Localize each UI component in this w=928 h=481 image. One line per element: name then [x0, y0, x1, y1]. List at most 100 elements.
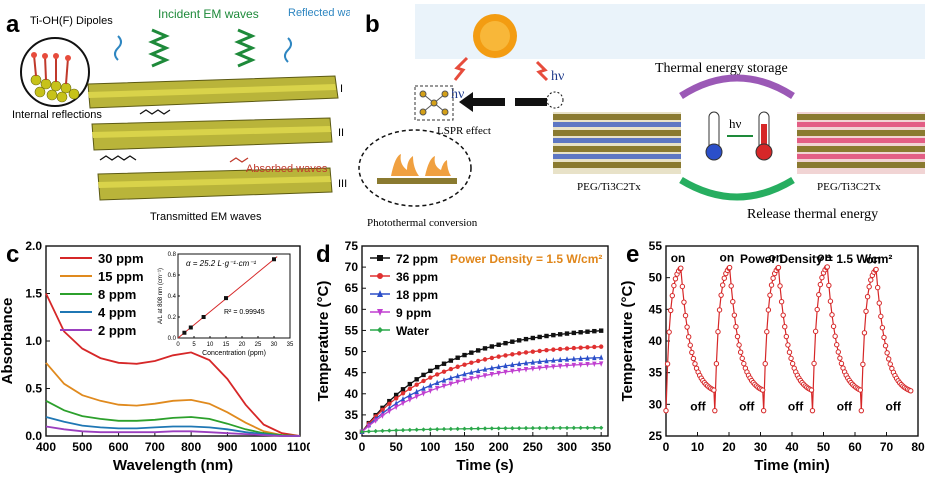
x-tick-label: 700: [145, 440, 165, 454]
data-point: [578, 425, 583, 431]
data-point: [663, 407, 669, 414]
data-point: [475, 358, 481, 364]
data-point: [482, 357, 488, 362]
y-tick-label: 65: [345, 281, 359, 295]
data-point: [571, 362, 577, 369]
data-point: [414, 394, 419, 400]
zoom-circle-b: [546, 91, 564, 109]
hv-label-3: hν: [729, 116, 742, 131]
data-point: [496, 363, 501, 370]
photothermal-label: Photothermal conversion: [367, 217, 478, 229]
data-point: [585, 355, 590, 361]
data-point: [475, 348, 481, 353]
data-point: [462, 377, 467, 384]
data-point: [380, 413, 385, 419]
data-point: [530, 425, 536, 431]
data-point: [510, 361, 515, 368]
incident-label: Incident EM waves: [158, 7, 259, 21]
data-point: [496, 354, 501, 359]
data-point: [516, 338, 522, 343]
x-tick-label: 60: [848, 440, 862, 454]
mxene-layer-3: [97, 167, 333, 201]
data-point: [380, 407, 385, 413]
y-tick-label: 25: [649, 429, 663, 443]
data-point: [592, 361, 597, 368]
data-point: [578, 330, 583, 335]
data-point: [881, 334, 887, 341]
data-point: [864, 293, 871, 300]
x-tick-label: 10: [691, 440, 705, 454]
data-point: [728, 283, 734, 289]
data-point: [557, 425, 563, 431]
data-point: [544, 425, 549, 431]
inset-y-tick-label: 0.8: [168, 252, 177, 258]
inset-y-label: A/L at 808 nm (cm⁻¹): [158, 268, 164, 324]
y-tick-label: 30: [345, 429, 359, 443]
inset-point: [224, 296, 228, 301]
data-point: [863, 308, 869, 315]
x-tick-label: 1000: [250, 440, 277, 454]
data-point: [874, 284, 881, 291]
series-line-4-ppm: [45, 416, 300, 437]
composite-left-label: PEG/Ti3C2Tx: [577, 181, 641, 193]
data-point: [730, 298, 736, 305]
legend-marker: [377, 290, 383, 297]
data-point: [684, 324, 690, 330]
legend-marker: [377, 309, 383, 316]
data-point: [765, 307, 772, 313]
data-point: [585, 329, 590, 334]
data-point: [557, 346, 563, 352]
x-tick-label: 350: [591, 440, 611, 454]
legend-marker: [377, 255, 383, 261]
data-point: [530, 349, 536, 354]
y-tick-label: 1.0: [25, 334, 42, 348]
y-tick-label: 45: [345, 366, 359, 380]
data-point: [400, 400, 406, 407]
data-point: [455, 379, 460, 385]
y-tick-label: 60: [345, 302, 359, 316]
panel-letter-a: a: [6, 11, 20, 38]
series-markers-Water: [359, 425, 604, 434]
release-label: Release thermal energy: [747, 207, 878, 222]
data-point: [816, 291, 822, 298]
data-point: [733, 323, 739, 330]
on-label: on: [817, 250, 832, 264]
data-point: [734, 333, 741, 340]
data-point: [434, 385, 440, 392]
data-point: [537, 425, 542, 431]
data-point: [598, 344, 604, 349]
reflected-label: Reflected waves: [288, 7, 350, 19]
data-point: [578, 345, 583, 350]
legend-label: 30 ppm: [98, 251, 144, 266]
legend-label: Water: [396, 324, 429, 338]
data-point: [469, 426, 474, 431]
x-tick-label: 150: [454, 440, 474, 454]
data-point: [564, 425, 570, 431]
data-point: [414, 388, 419, 394]
data-point: [400, 427, 406, 433]
data-point: [455, 364, 460, 369]
data-point: [824, 264, 830, 270]
data-point: [712, 407, 718, 414]
data-point: [414, 382, 419, 387]
data-point: [598, 354, 604, 360]
data-point: [718, 292, 724, 298]
data-point: [780, 312, 786, 318]
x-tick-label: 400: [36, 440, 56, 454]
absorbed-label: Absorbed waves: [246, 163, 328, 175]
data-point: [689, 349, 695, 356]
x-tick-label: 40: [785, 440, 799, 454]
x-tick-label: 0: [359, 440, 366, 454]
x-tick-label: 50: [389, 440, 403, 454]
incident-wave-icon-1: [148, 28, 170, 68]
legend-label: 18 ppm: [396, 288, 438, 302]
data-point: [400, 396, 406, 402]
data-point: [829, 312, 835, 318]
data-point: [441, 377, 447, 383]
data-point: [428, 427, 433, 432]
data-point: [789, 360, 796, 367]
off-label: off: [886, 400, 902, 414]
data-point: [530, 335, 536, 341]
data-point: [679, 283, 686, 290]
data-point: [886, 356, 892, 362]
